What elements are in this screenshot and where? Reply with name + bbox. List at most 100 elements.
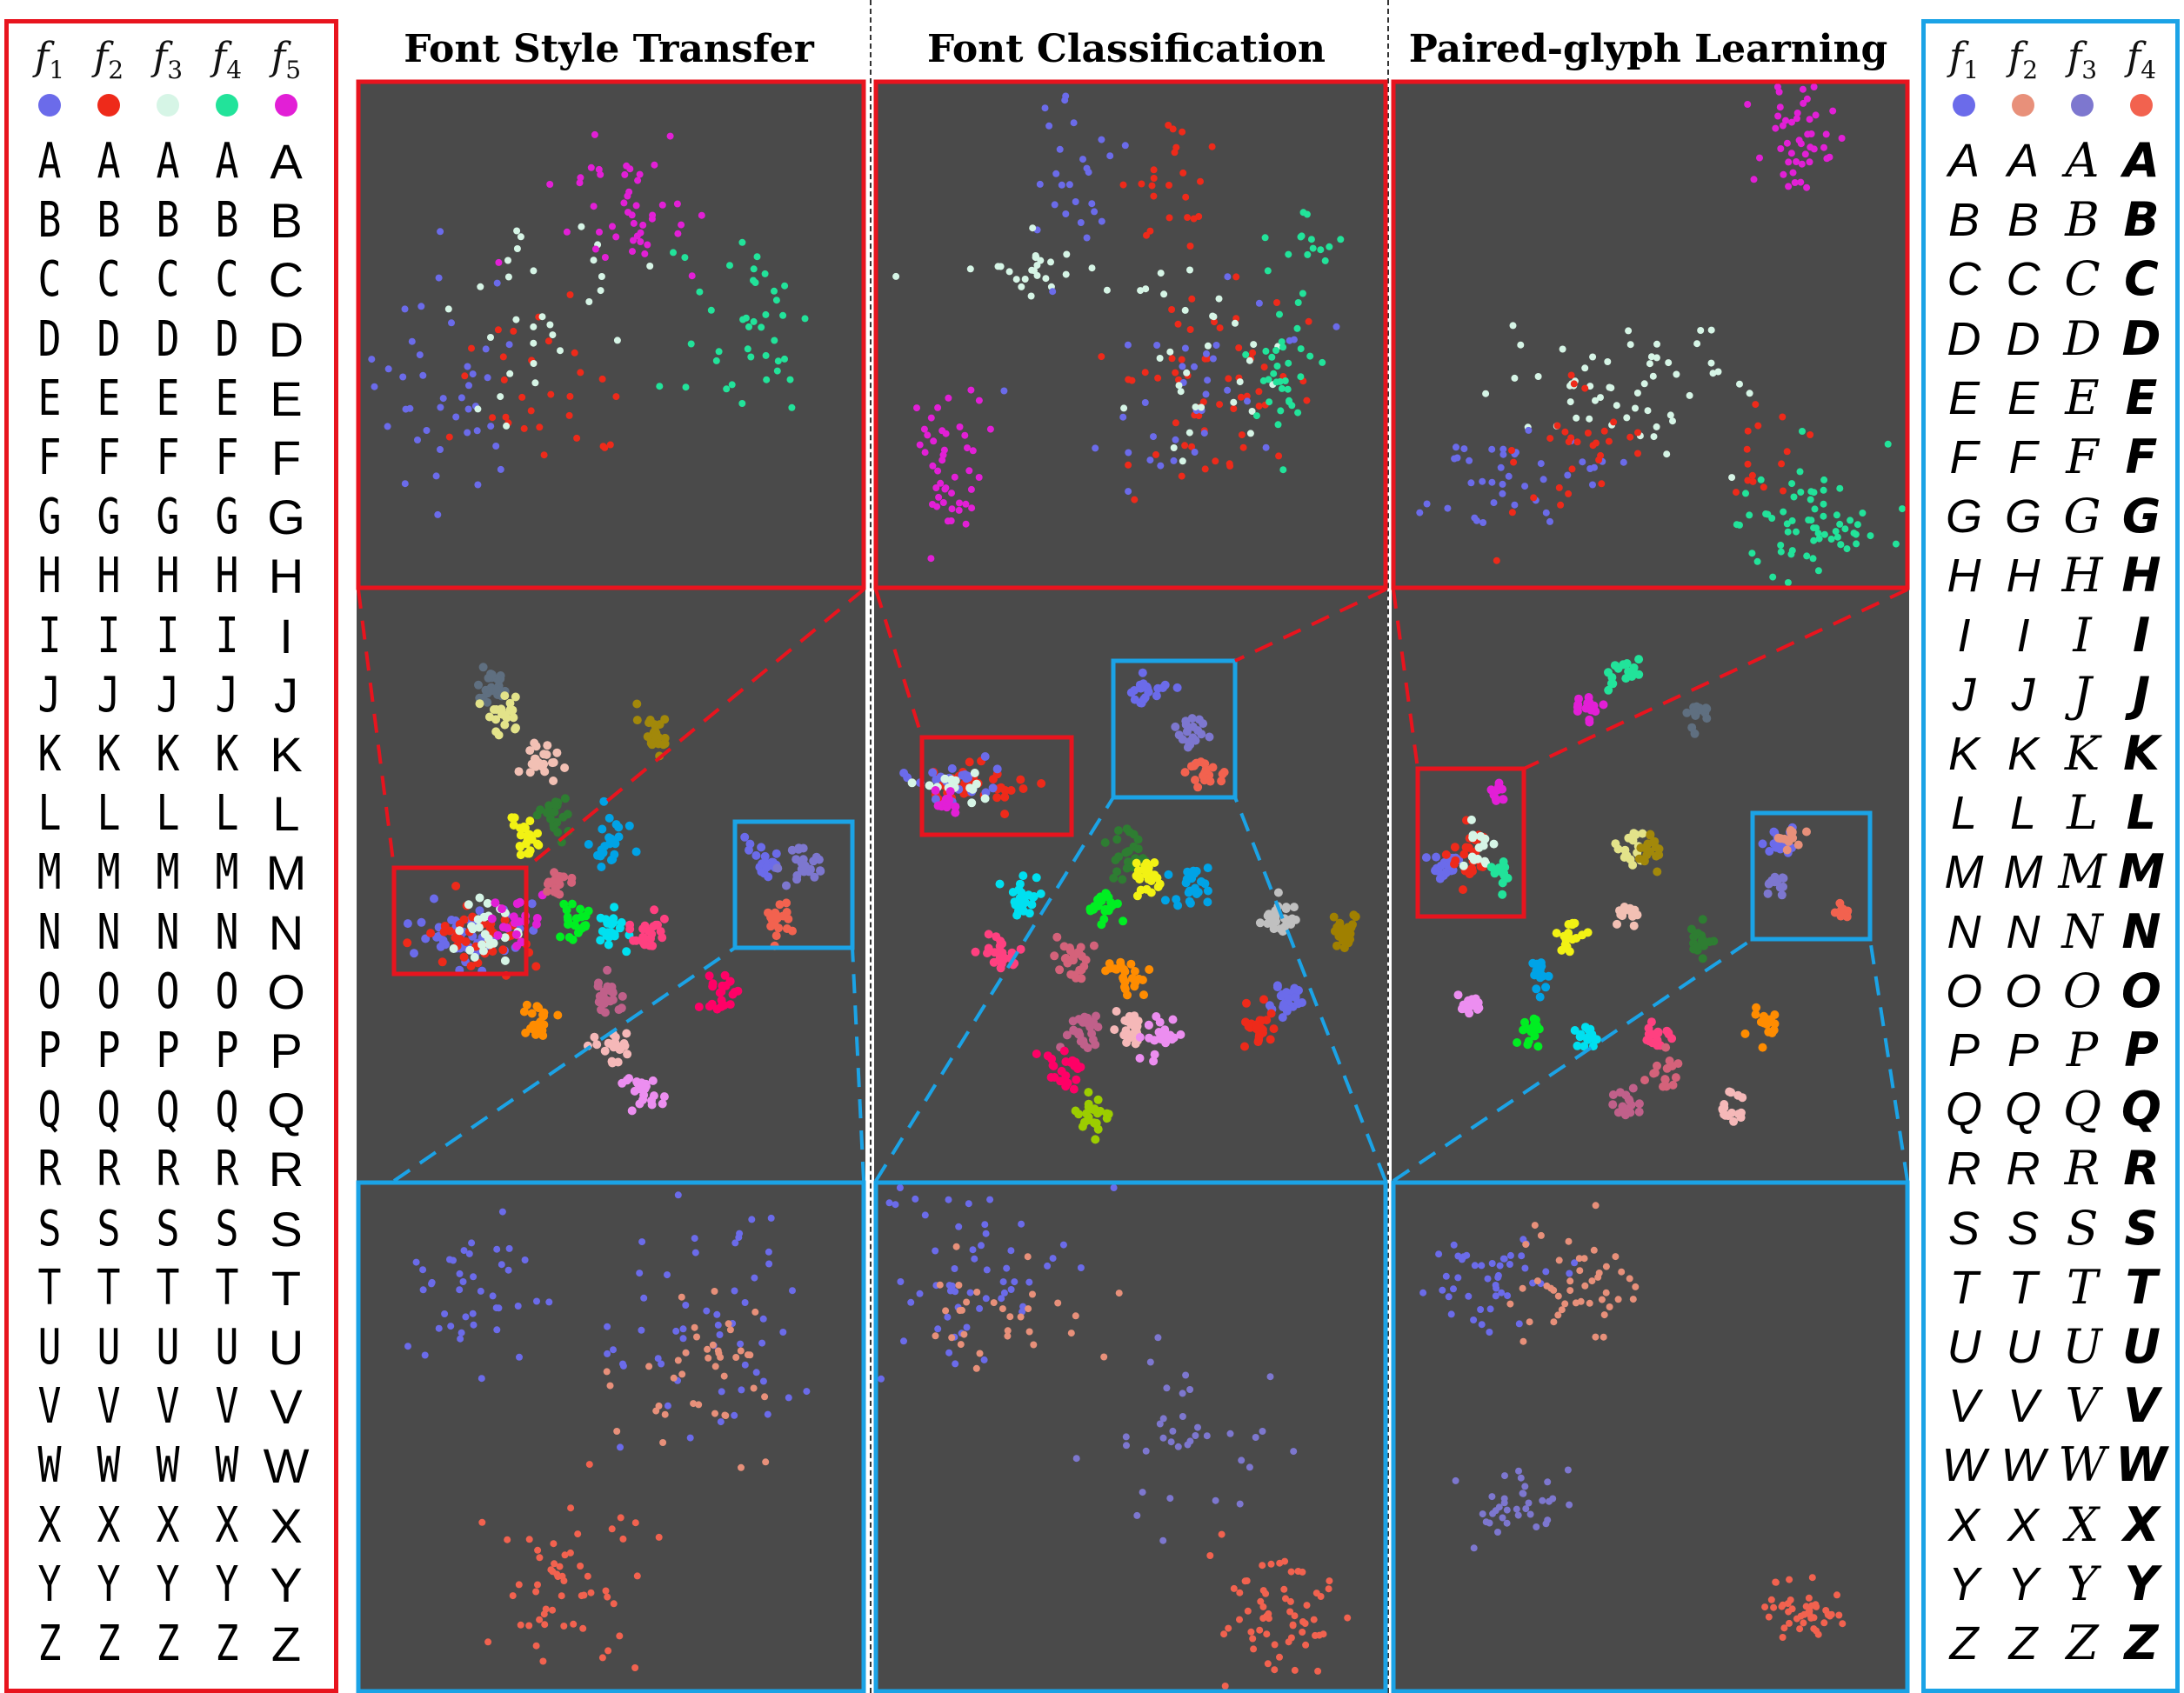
- point-fst-mid-cluster: [520, 823, 530, 833]
- point-fst-bottom-f2: [720, 1372, 728, 1380]
- point-pgl-bottom-f2: [1618, 1268, 1626, 1276]
- point-fc-top-f5: [956, 499, 963, 507]
- point-fc-top-f3b: [1160, 290, 1168, 298]
- point-fst-mid-cluster: [576, 904, 585, 914]
- point-pgl-top-f5: [1772, 124, 1780, 132]
- point-fst-mid-cluster: [595, 991, 604, 1001]
- point-fc-bottom-f1: [900, 1337, 907, 1345]
- point-fc-top-f2b: [1225, 375, 1232, 383]
- point-fc-top-f4b: [1285, 250, 1292, 258]
- right-glyph-D-f4: D: [2121, 310, 2161, 366]
- point-fst-bottom-f1: [495, 1304, 503, 1312]
- point-fc-mid-cluster: [1203, 897, 1212, 907]
- point-pgl-mid-cluster: [1649, 837, 1658, 847]
- point-fst-bottom-f1b: [741, 1299, 749, 1306]
- point-fst-bottom-f1b: [765, 1260, 773, 1268]
- point-fc-top-f1b: [1191, 449, 1199, 456]
- point-fc-top-f2b: [1172, 369, 1179, 377]
- point-fc-bottom-f4: [1325, 1585, 1332, 1593]
- right-glyph-W-f2: W: [2000, 1439, 2046, 1492]
- point-fc-mid-cluster: [1191, 883, 1199, 893]
- right-glyph-W-f1: W: [1941, 1439, 1987, 1492]
- point-pgl-mid-blue: [1767, 876, 1777, 885]
- right-glyph-W-f4: W: [2115, 1437, 2167, 1493]
- point-fst-top-f5: [644, 241, 651, 249]
- point-pgl-bottom-f1: [1506, 1251, 1514, 1259]
- left-glyph-J-f2: J: [97, 666, 121, 723]
- point-pgl-top-f5: [1804, 130, 1812, 138]
- right-glyph-P-f4: P: [2124, 1023, 2159, 1077]
- point-fc-mid-cluster: [1060, 954, 1070, 963]
- point-fc-bottom-f1: [921, 1211, 929, 1219]
- point-pgl-top-f4: [1777, 542, 1785, 549]
- point-fc-bottom-f4: [1317, 1593, 1325, 1600]
- point-pgl-top-f5: [1806, 116, 1813, 123]
- point-fc-mid-cluster: [1186, 898, 1195, 908]
- point-pgl-mid-cluster: [1624, 833, 1633, 843]
- point-fc-bottom-f3: [1252, 1434, 1259, 1441]
- point-fst-top-f2: [500, 376, 508, 383]
- point-fc-mid-cluster: [1092, 1118, 1101, 1128]
- point-fc-top-f5: [955, 506, 963, 514]
- point-fc-mid-cluster: [1029, 892, 1039, 901]
- point-pgl-bottom-f2: [1565, 1237, 1573, 1245]
- point-fst-top-f5: [641, 250, 649, 257]
- point-pgl-mid-cluster: [1626, 1108, 1635, 1117]
- left-glyph-Q-f5: Q: [267, 1083, 305, 1138]
- point-fst-bottom-f1b: [717, 1418, 725, 1426]
- point-pgl-top-f5: [1773, 83, 1781, 90]
- point-pgl-bottom-f1: [1419, 1289, 1427, 1296]
- point-fc-mid-cluster: [1269, 924, 1279, 934]
- point-pgl-bottom-f2: [1555, 1256, 1563, 1264]
- point-fst-mid-cluster: [632, 716, 642, 725]
- fc-mid-blue-inset: [1111, 658, 1238, 800]
- point-fc-bottom-f1: [951, 1265, 958, 1272]
- point-fst-top-f5: [546, 181, 554, 188]
- point-fc-mid-blue: [1192, 758, 1201, 768]
- point-pgl-top-f1: [1453, 443, 1459, 451]
- point-fst-bottom-f1b: [759, 1377, 767, 1385]
- point-fc-top-f2: [1150, 166, 1158, 174]
- point-fc-mid-mixed: [980, 752, 990, 761]
- point-fc-top-f2b: [1238, 431, 1246, 439]
- right-glyph-Q-f3: Q: [2062, 1082, 2102, 1137]
- point-fc-bottom-f2: [1100, 1353, 1108, 1361]
- point-fc-bottom-f2: [972, 1364, 980, 1372]
- point-fst-bottom-f2: [695, 1401, 703, 1409]
- point-fc-top-f4: [1273, 363, 1281, 370]
- right-glyph-L-f3: L: [2067, 785, 2098, 841]
- point-pgl-mid-cluster: [1624, 667, 1633, 677]
- point-fc-top-f4: [1294, 299, 1302, 306]
- point-pgl-bottom-f3: [1503, 1506, 1511, 1514]
- point-fc-top-f5: [938, 427, 946, 435]
- point-pgl-top-f4: [1899, 505, 1906, 513]
- point-fst-bottom-f1b: [610, 1346, 617, 1354]
- point-fst-bottom-f4: [655, 1533, 663, 1541]
- point-fst-bottom-f4: [567, 1504, 575, 1512]
- point-fst-mid-cluster: [715, 988, 725, 997]
- point-fc-top-f5: [944, 517, 952, 525]
- point-fst-mid-blue: [810, 872, 819, 882]
- pgl-mid-red-inset: [1415, 766, 1526, 919]
- point-fst-top-f5: [666, 132, 674, 140]
- left-glyph-Q-f1: Q: [37, 1082, 62, 1139]
- point-fc-top-f1b: [1092, 444, 1099, 452]
- right-glyph-P-f3: P: [2066, 1023, 2099, 1077]
- point-fst-bottom-f2: [705, 1354, 712, 1362]
- point-fc-top-f1: [1052, 170, 1060, 177]
- right-glyph-R-f1: R: [1947, 1143, 1981, 1196]
- point-fc-mid-mixed: [925, 781, 934, 790]
- point-pgl-top-f3: [1707, 359, 1715, 367]
- point-pgl-mid-cluster: [1661, 1043, 1671, 1052]
- point-fc-mid-cluster: [1286, 915, 1295, 924]
- point-fst-bottom-f4: [515, 1581, 523, 1589]
- point-fc-mid-cluster: [1257, 1023, 1266, 1033]
- point-fc-mid-cluster: [1112, 964, 1121, 974]
- point-fc-top-f2: [1138, 180, 1145, 188]
- point-pgl-bottom-f4: [1802, 1603, 1810, 1610]
- point-fst-top-f2: [518, 393, 526, 401]
- point-fc-top-f1b: [1224, 386, 1232, 394]
- point-fc-bottom-f3: [1236, 1500, 1244, 1508]
- point-fst-mid-cluster: [509, 821, 518, 830]
- point-fc-mid-mixed: [1006, 786, 1016, 795]
